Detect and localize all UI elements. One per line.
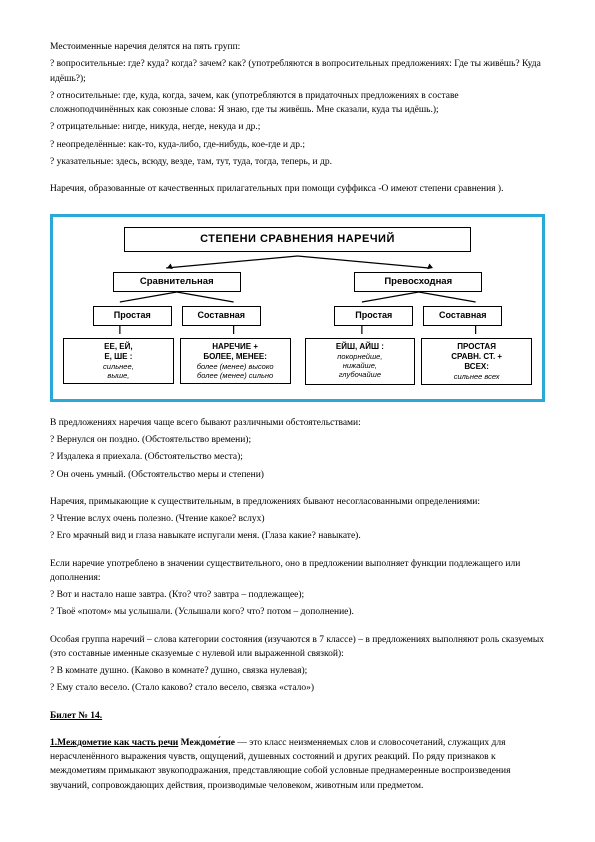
block5-0: ? В комнате душно. (Каково в комнате? ду… [50, 664, 545, 678]
block4-hdr: Если наречие употреблено в значении суще… [50, 557, 545, 586]
group-1: ? относительные: где, куда, когда, зачем… [50, 89, 545, 118]
ticket: Билет № 14. [50, 709, 545, 723]
right-leaf-0: ЕЙШ, АЙШ :покорнейше,нижайше,глубочайше [305, 338, 416, 385]
comparison-diagram: СТЕПЕНИ СРАВНЕНИЯ НАРЕЧИЙ Сравнительная … [50, 214, 545, 402]
block2-1: ? Издалека я приехала. (Обстоятельство м… [50, 450, 545, 464]
block3-hdr: Наречия, примыкающие к существительным, … [50, 495, 545, 509]
block3-1: ? Его мрачный вид и глаза навыкате испуг… [50, 529, 545, 543]
intro: Местоименные наречия делятся на пять гру… [50, 40, 545, 54]
right-sub-0: Простая [334, 306, 413, 326]
left-sub-1: Составная [182, 306, 261, 326]
left-branch: Сравнительная Простая Составная ЕЕ, ЕЙ,Е… [63, 268, 291, 385]
right-leaf-1: ПРОСТАЯСРАВН. СТ. +ВСЕХ:сильнее всех [421, 338, 532, 385]
block2-hdr: В предложениях наречия чаще всего бывают… [50, 416, 545, 430]
last-paragraph: 1.Междометие как часть речи Междоме́тие … [50, 736, 545, 793]
right-sub-1: Составная [423, 306, 502, 326]
left-top: Сравнительная [113, 272, 241, 292]
group-0: ? вопросительные: где? куда? когда? заче… [50, 57, 545, 86]
left-leaf-0: ЕЕ, ЕЙ,Е, ШЕ :сильнее,выше, [63, 338, 174, 385]
after-groups: Наречия, образованные от качественных пр… [50, 182, 545, 196]
block5-hdr: Особая группа наречий – слова категории … [50, 633, 545, 662]
diagram-title: СТЕПЕНИ СРАВНЕНИЯ НАРЕЧИЙ [124, 227, 470, 252]
right-top: Превосходная [354, 272, 482, 292]
group-4: ? указательные: здесь, всюду, везде, там… [50, 155, 545, 169]
block3-0: ? Чтение вслух очень полезно. (Чтение ка… [50, 512, 545, 526]
left-sub-0: Простая [93, 306, 172, 326]
block4-0: ? Вот и настало наше завтра. (Кто? что? … [50, 588, 545, 602]
left-leaf-1: НАРЕЧИЕ +БОЛЕЕ, МЕНЕЕ:более (менее) высо… [180, 338, 291, 385]
group-2: ? отрицательные: нигде, никуда, негде, н… [50, 120, 545, 134]
right-branch: Превосходная Простая Составная ЕЙШ, АЙШ … [305, 268, 533, 385]
block2-0: ? Вернулся он поздно. (Обстоятельство вр… [50, 433, 545, 447]
block2-2: ? Он очень умный. (Обстоятельство меры и… [50, 468, 545, 482]
block5-1: ? Ему стало весело. (Стало каково? стало… [50, 681, 545, 695]
block4-1: ? Твоё «потом» мы услышали. (Услышали ко… [50, 605, 545, 619]
group-3: ? неопределённые: как-то, куда-либо, где… [50, 138, 545, 152]
